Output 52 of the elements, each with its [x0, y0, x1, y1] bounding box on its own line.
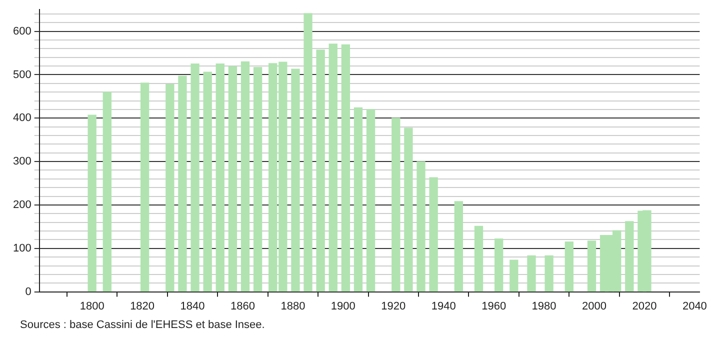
x-tick-label: 2040	[682, 300, 707, 312]
x-tick-label: 1880	[280, 300, 306, 312]
bar	[140, 82, 150, 292]
bar	[216, 64, 224, 292]
x-tick-label: 1800	[80, 300, 104, 312]
bar	[341, 44, 350, 292]
bar	[510, 260, 518, 292]
x-tick-label: 1820	[130, 300, 155, 312]
bar	[494, 238, 504, 292]
y-tick-label: 0	[25, 286, 32, 298]
y-tick-label: 300	[12, 156, 32, 168]
bar	[625, 221, 634, 292]
bar	[404, 128, 413, 292]
bar	[253, 67, 262, 292]
bar	[527, 255, 536, 292]
bar	[454, 201, 463, 292]
bar	[587, 240, 596, 292]
x-tick-label: 1940	[431, 300, 456, 312]
bar	[416, 161, 426, 292]
bar	[240, 61, 250, 292]
bar	[316, 50, 325, 292]
x-tick-label: 1920	[381, 300, 406, 312]
bar	[544, 255, 554, 292]
bar	[190, 64, 200, 292]
bar	[564, 242, 574, 292]
bar	[366, 109, 376, 292]
y-tick-label: 100	[12, 242, 32, 254]
x-tick-label: 2020	[632, 300, 657, 312]
bar	[474, 226, 484, 292]
bar	[354, 107, 363, 292]
y-tick-label: 400	[12, 112, 32, 124]
y-tick-label: 500	[12, 68, 32, 81]
source-note: Sources : base Cassini de l'EHESS et base Insee.	[20, 319, 265, 331]
y-tick-label: 600	[12, 25, 32, 38]
bar	[291, 68, 300, 292]
bar	[228, 66, 238, 292]
x-tick-label: 1840	[180, 300, 205, 312]
bar	[178, 76, 187, 292]
x-tick-label: 1960	[482, 300, 506, 312]
y-tick-label: 200	[12, 199, 32, 211]
bar	[102, 92, 112, 292]
bar	[203, 72, 212, 292]
bar	[304, 13, 312, 292]
bar	[166, 84, 174, 292]
x-tick-label: 1860	[230, 300, 255, 312]
bar	[88, 114, 96, 292]
bar	[328, 44, 338, 292]
x-tick-label: 1900	[330, 300, 356, 312]
bar	[392, 118, 400, 292]
x-tick-label: 1980	[532, 300, 556, 312]
bar	[429, 177, 438, 292]
x-tick-label: 2000	[582, 300, 606, 312]
